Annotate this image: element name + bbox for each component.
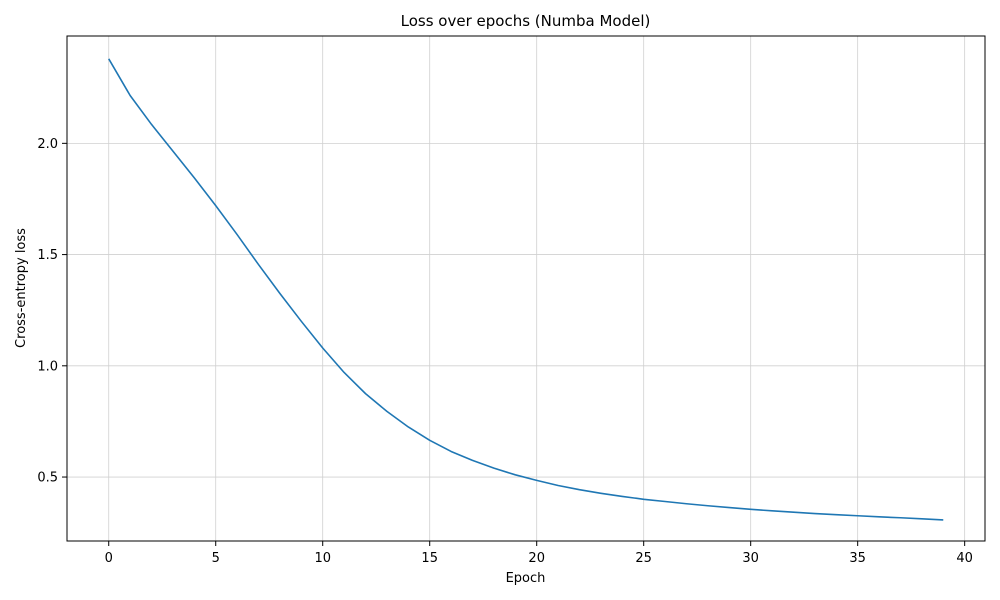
y-axis-label: Cross-entropy loss bbox=[14, 228, 29, 348]
chart-title: Loss over epochs (Numba Model) bbox=[401, 12, 651, 30]
x-tick-label: 10 bbox=[314, 551, 331, 566]
x-axis-label: Epoch bbox=[506, 571, 546, 586]
y-axis-ticks: 0.5 1.0 1.5 2.0 bbox=[37, 137, 67, 486]
x-axis-ticks: 0 5 10 15 20 25 30 35 40 bbox=[105, 541, 973, 566]
x-tick-label: 5 bbox=[212, 551, 220, 566]
y-tick-label: 1.0 bbox=[37, 359, 58, 374]
y-tick-label: 1.5 bbox=[37, 248, 58, 263]
x-tick-label: 30 bbox=[742, 551, 759, 566]
y-tick-label: 2.0 bbox=[37, 137, 58, 152]
x-tick-label: 15 bbox=[421, 551, 438, 566]
x-tick-label: 0 bbox=[105, 551, 113, 566]
grid-lines bbox=[67, 36, 985, 541]
x-tick-label: 20 bbox=[528, 551, 545, 566]
x-tick-label: 40 bbox=[956, 551, 973, 566]
x-tick-label: 35 bbox=[849, 551, 866, 566]
series-layer bbox=[108, 58, 944, 521]
plot-frame bbox=[66, 35, 986, 542]
y-tick-label: 0.5 bbox=[37, 471, 58, 486]
loss-series-line bbox=[108, 58, 944, 521]
x-tick-label: 25 bbox=[635, 551, 652, 566]
